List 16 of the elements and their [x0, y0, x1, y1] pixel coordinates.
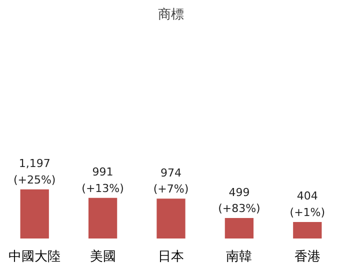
- data-label: 404 (+1%): [290, 190, 326, 219]
- data-label: 1,197 (+25%): [13, 157, 56, 186]
- x-tick-label: 中國大陸: [8, 250, 61, 264]
- data-label: 499 (+83%): [218, 186, 260, 216]
- bar: [88, 198, 118, 238]
- x-tick-label: 美國: [90, 248, 116, 264]
- x-tick-label: 南韓: [226, 250, 252, 264]
- bar: [156, 198, 186, 238]
- chart-title: 商標: [158, 8, 184, 22]
- data-label: 991 (+13%): [82, 166, 124, 195]
- x-tick-label: 香港: [294, 250, 320, 264]
- data-label: 974 (+7%): [153, 166, 189, 196]
- bar: [224, 218, 254, 238]
- bar: [293, 222, 322, 238]
- bar: [20, 189, 49, 238]
- x-tick-label: 日本: [158, 250, 184, 264]
